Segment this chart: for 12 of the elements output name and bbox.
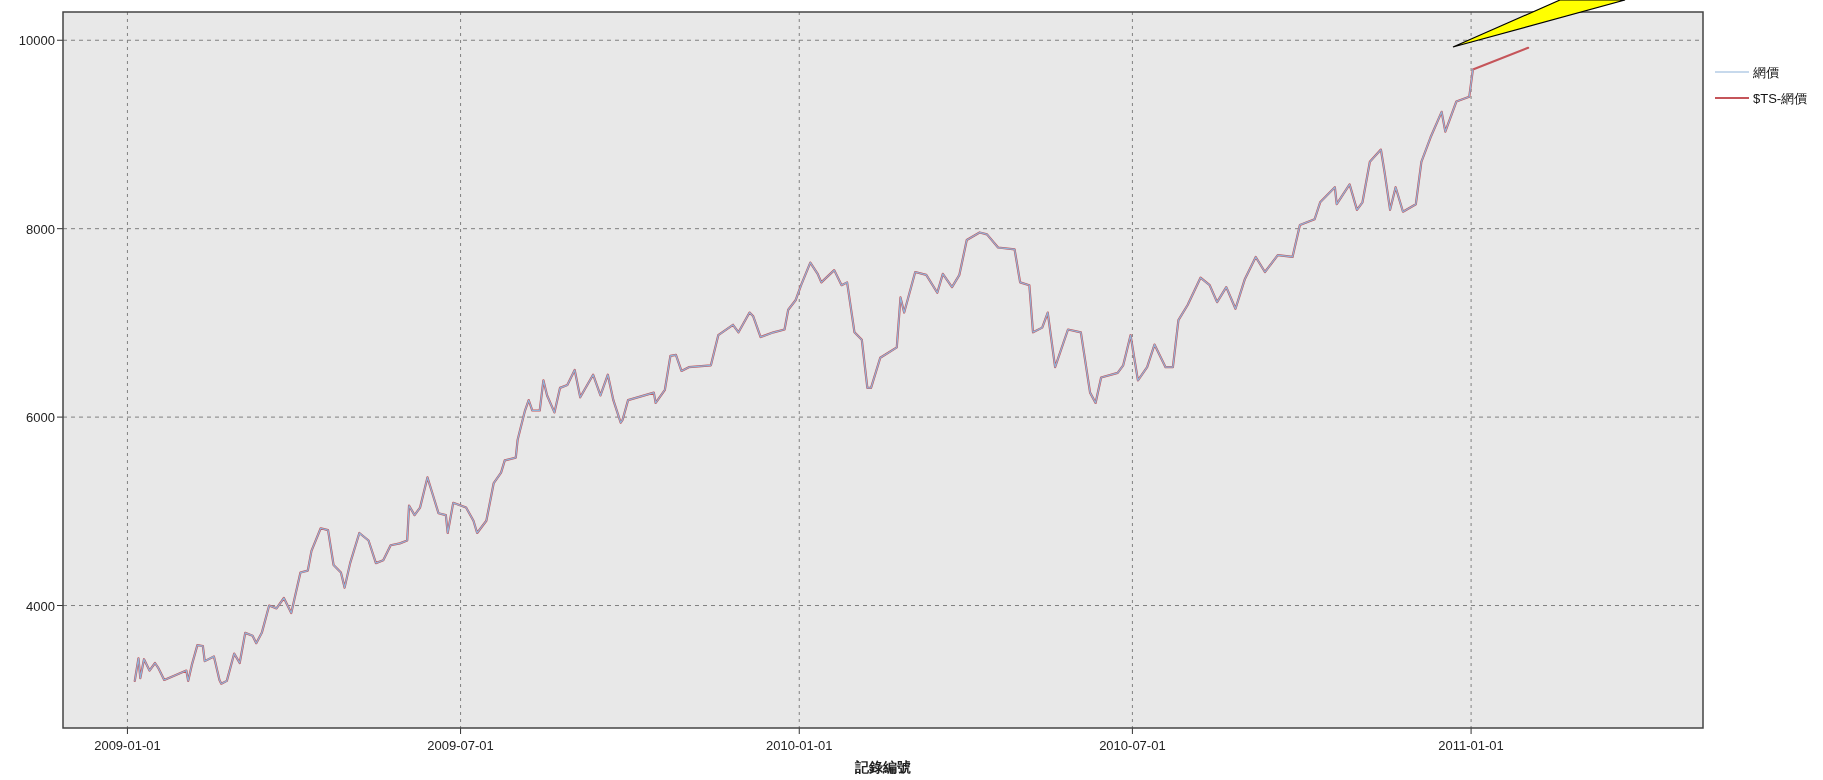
legend-label: $TS-網價	[1753, 91, 1808, 106]
y-tick-label: 8000	[26, 221, 55, 237]
x-tick-label: 2011-01-01	[1438, 738, 1504, 753]
x-axis-title: 記錄編號	[854, 759, 911, 775]
y-tick-label: 10000	[18, 33, 55, 49]
y-tick-label: 6000	[26, 410, 55, 426]
x-tick-label: 2009-07-01	[427, 738, 494, 753]
x-tick-label: 2010-07-01	[1099, 738, 1166, 753]
x-tick-label: 2009-01-01	[94, 738, 161, 753]
legend-label: 網價	[1752, 65, 1779, 80]
x-tick-label: 2010-01-01	[766, 738, 833, 753]
y-tick-label: 4000	[26, 598, 55, 614]
